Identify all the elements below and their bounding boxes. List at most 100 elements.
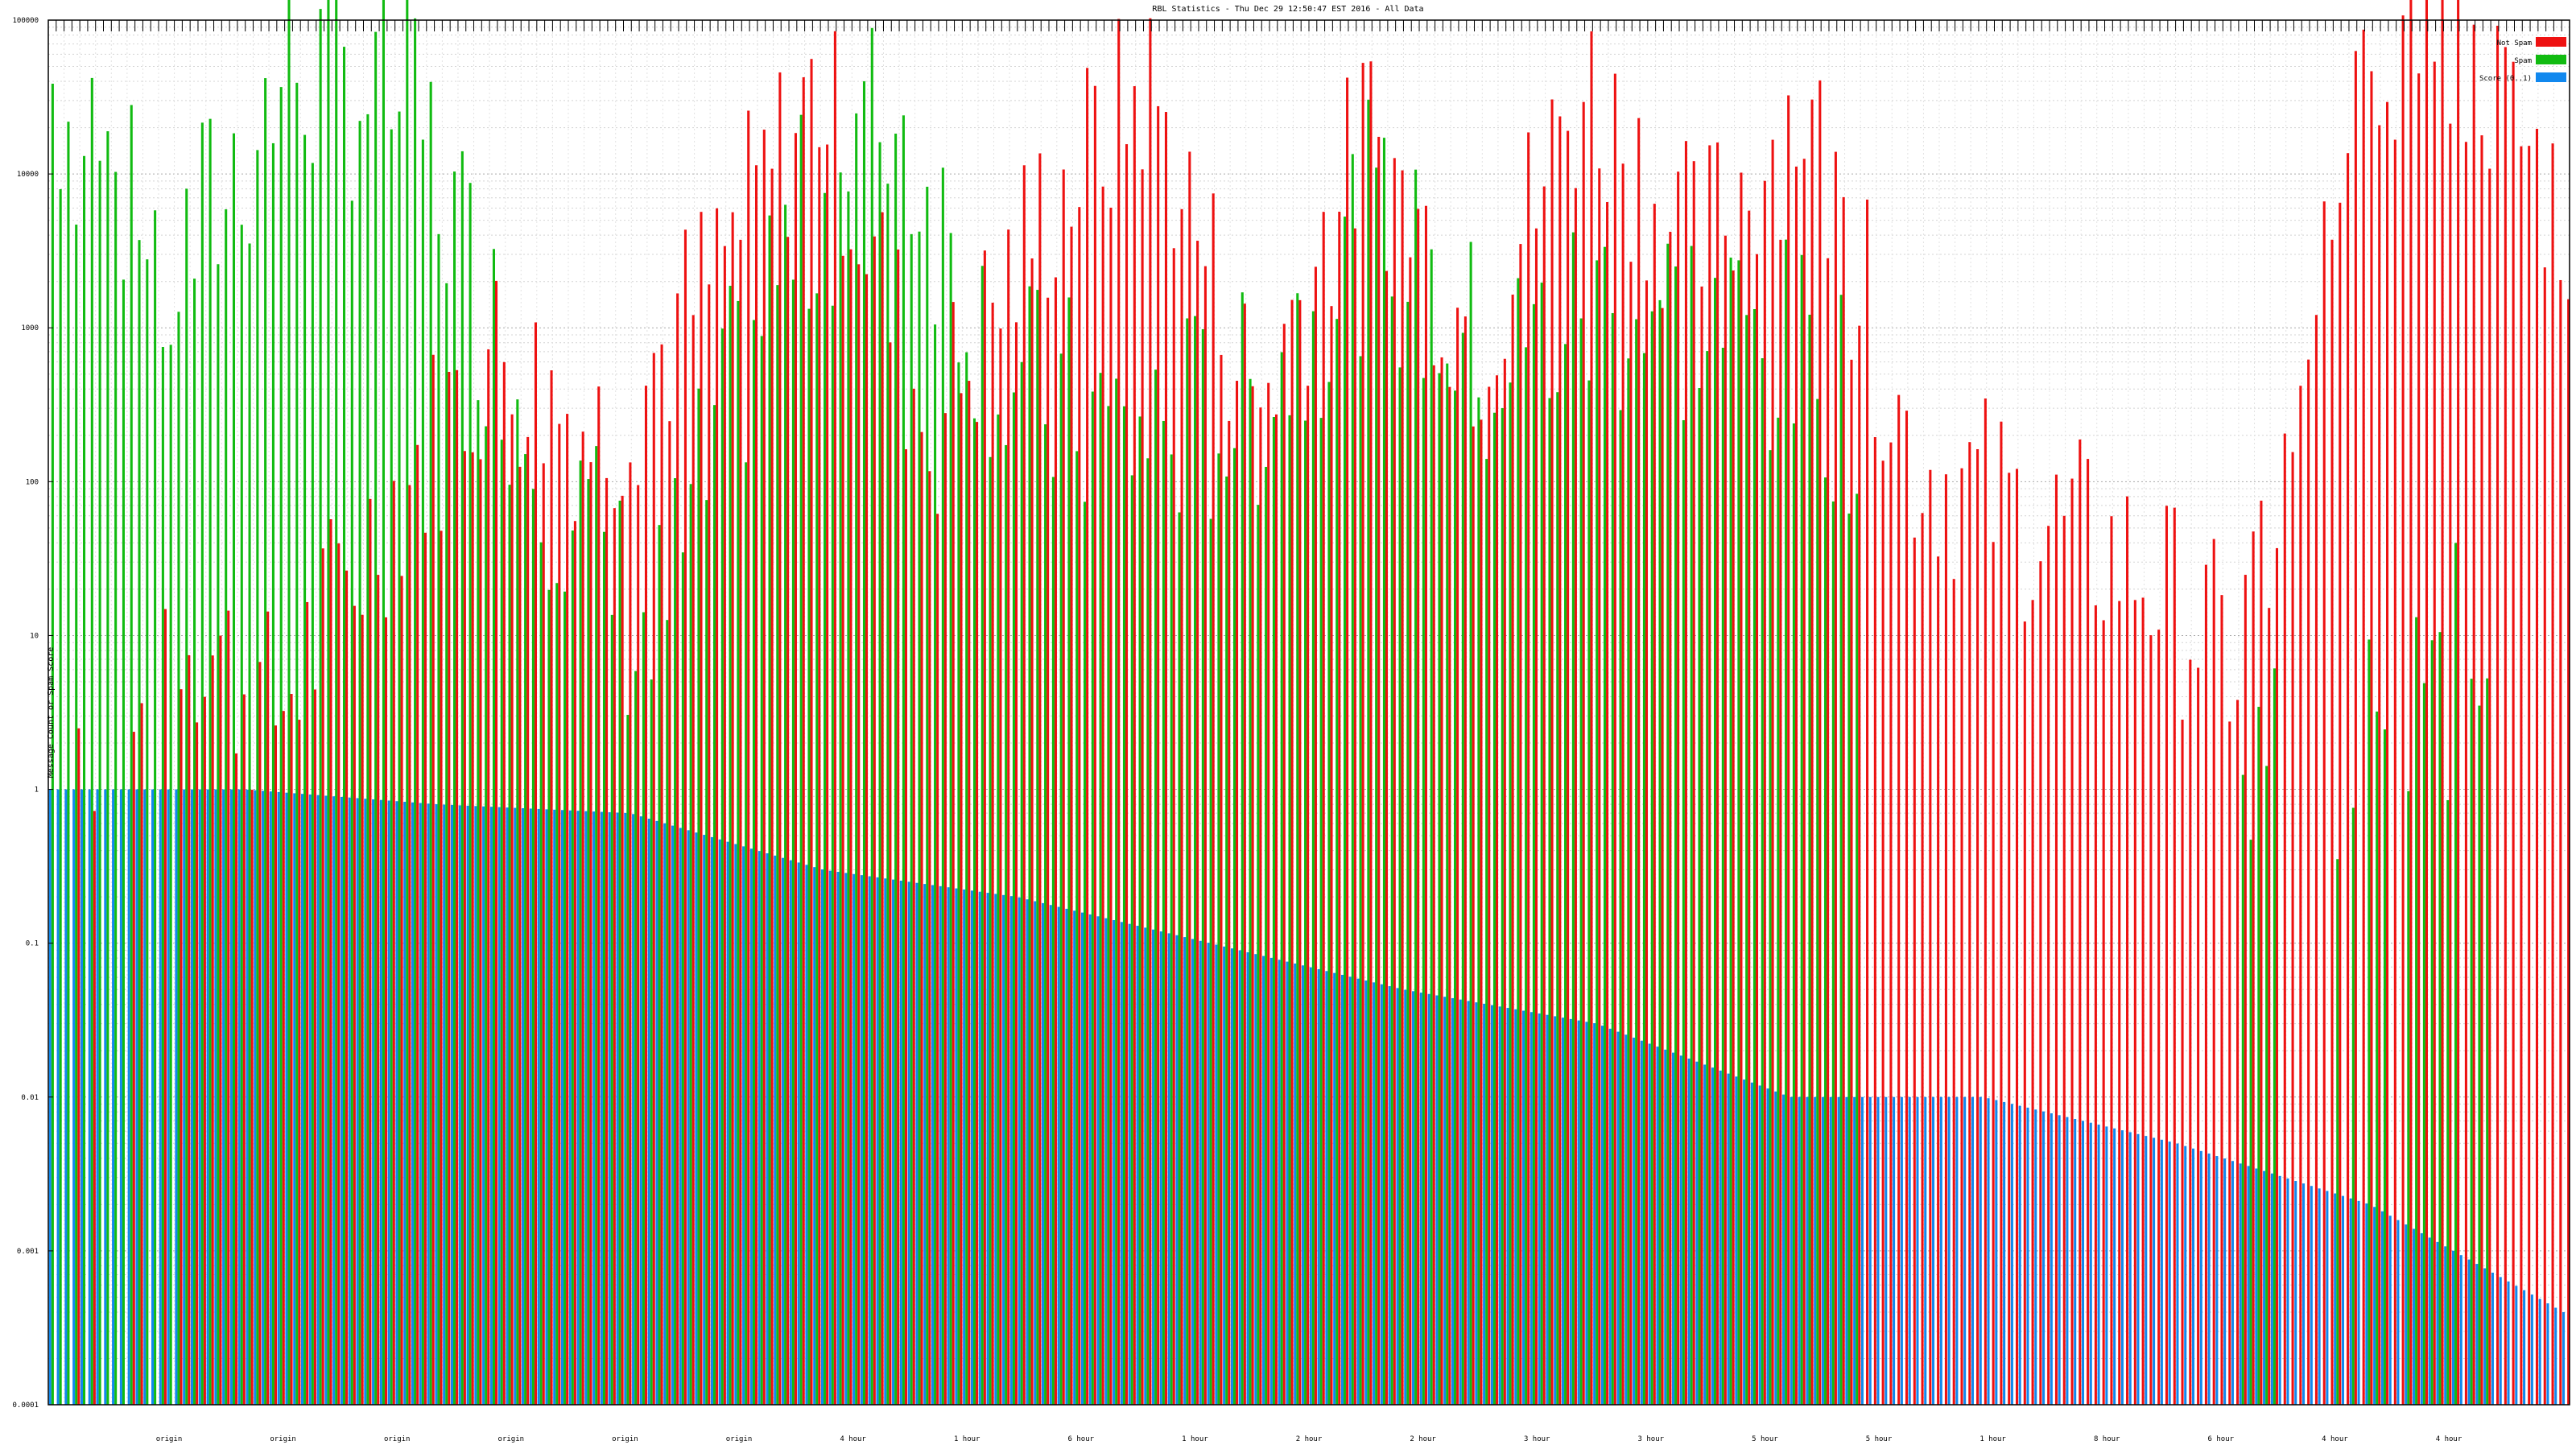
score-bar xyxy=(1278,960,1281,1405)
spam-bar xyxy=(477,400,480,1406)
not-spam-bar xyxy=(983,250,986,1406)
not-spam-bar xyxy=(1779,239,1782,1405)
spam-bar xyxy=(689,484,692,1405)
spam-bar xyxy=(1343,217,1347,1405)
spam-bar xyxy=(335,0,338,1406)
spam-bar xyxy=(208,118,212,1405)
spam-bar xyxy=(1847,513,1851,1405)
not-spam-bar xyxy=(2110,516,2113,1406)
not-spam-bar xyxy=(1866,199,1869,1406)
not-spam-bar xyxy=(2165,506,2169,1405)
not-spam-bar xyxy=(518,466,522,1405)
score-bar xyxy=(1230,948,1233,1405)
not-spam-bar xyxy=(384,617,388,1405)
not-spam-bar xyxy=(1496,375,1499,1406)
spam-bar xyxy=(1201,328,1204,1406)
spam-bar xyxy=(1777,417,1780,1406)
not-spam-bar xyxy=(479,459,482,1405)
spam-bar xyxy=(327,0,330,1405)
spam-bar xyxy=(855,113,858,1405)
score-bar xyxy=(2278,1175,2281,1405)
legend-label: Score (0..1) xyxy=(2479,75,2532,83)
not-spam-bar xyxy=(1542,186,1546,1405)
spam-bar xyxy=(1012,392,1015,1405)
spam-bar xyxy=(650,679,653,1405)
spam-bar xyxy=(1517,278,1520,1405)
not-spam-bar xyxy=(1787,95,1790,1406)
score-bar xyxy=(96,789,99,1405)
score-bar xyxy=(1538,1013,1541,1405)
not-spam-bar xyxy=(306,601,309,1405)
not-spam-bar xyxy=(423,532,427,1405)
spam-bar xyxy=(366,114,369,1405)
score-bar xyxy=(986,893,989,1405)
score-bar xyxy=(860,875,863,1405)
score-bar xyxy=(277,791,280,1405)
spam-bar xyxy=(374,31,378,1406)
not-spam-bar xyxy=(2252,531,2255,1405)
not-spam-bar xyxy=(1503,358,1506,1405)
not-spam-bar xyxy=(912,388,915,1406)
spam-bar xyxy=(1769,450,1772,1406)
not-spam-bar xyxy=(621,495,624,1405)
not-spam-bar xyxy=(2354,51,2357,1406)
score-bar xyxy=(805,865,808,1405)
not-spam-bar xyxy=(1488,386,1491,1405)
spam-bar xyxy=(1658,299,1662,1405)
not-spam-bar xyxy=(2118,601,2121,1405)
spam-bar xyxy=(398,111,401,1406)
spam-bar xyxy=(130,105,133,1406)
not-spam-bar xyxy=(274,725,278,1405)
score-bar xyxy=(789,860,792,1405)
spam-bar xyxy=(2478,705,2481,1405)
not-spam-bar xyxy=(936,514,939,1405)
score-bar xyxy=(955,888,958,1405)
score-bar xyxy=(135,789,138,1405)
spam-bar xyxy=(1170,454,1173,1405)
score-bar xyxy=(1987,1098,1990,1405)
score-bar xyxy=(332,796,336,1405)
not-spam-bar xyxy=(644,386,648,1405)
spam-bar xyxy=(1075,451,1079,1405)
spam-bar xyxy=(59,188,62,1406)
spam-bar xyxy=(965,352,968,1406)
score-bar xyxy=(1348,976,1352,1405)
not-spam-bar xyxy=(2425,0,2428,1405)
score-bar xyxy=(2042,1111,2046,1405)
not-spam-bar xyxy=(463,451,466,1405)
spam-bar xyxy=(445,283,448,1405)
spam-bar xyxy=(1611,312,1614,1405)
spam-bar xyxy=(138,240,141,1405)
score-bar xyxy=(1373,982,1376,1405)
score-bar xyxy=(2349,1198,2352,1405)
not-spam-bar xyxy=(392,481,395,1405)
not-spam-bar xyxy=(369,498,372,1405)
score-bar xyxy=(813,867,816,1405)
spam-bar xyxy=(460,151,464,1406)
not-spam-bar xyxy=(770,168,774,1405)
not-spam-bar xyxy=(1353,228,1356,1406)
spam-bar xyxy=(642,612,645,1405)
score-bar xyxy=(1451,997,1455,1405)
score-bar xyxy=(2286,1178,2289,1405)
spam-bar xyxy=(90,77,93,1405)
not-spam-bar xyxy=(510,414,514,1406)
score-bar xyxy=(1664,1049,1667,1405)
spam-bar xyxy=(1579,318,1583,1406)
score-bar xyxy=(127,789,130,1405)
spam-bar xyxy=(2376,711,2379,1405)
not-spam-bar xyxy=(266,611,270,1405)
not-spam-bar xyxy=(676,293,679,1405)
score-bar xyxy=(1356,978,1360,1405)
not-spam-bar xyxy=(1771,139,1774,1405)
score-bar xyxy=(1223,946,1226,1405)
score-bar xyxy=(907,881,910,1405)
not-spam-bar xyxy=(2023,621,2026,1405)
score-bar xyxy=(497,807,501,1405)
score-bar xyxy=(2010,1104,2013,1405)
score-bar xyxy=(1120,922,1123,1405)
not-spam-bar xyxy=(1361,63,1364,1405)
spam-bar xyxy=(949,233,952,1405)
score-bar xyxy=(458,805,461,1405)
score-bar xyxy=(1546,1014,1549,1405)
